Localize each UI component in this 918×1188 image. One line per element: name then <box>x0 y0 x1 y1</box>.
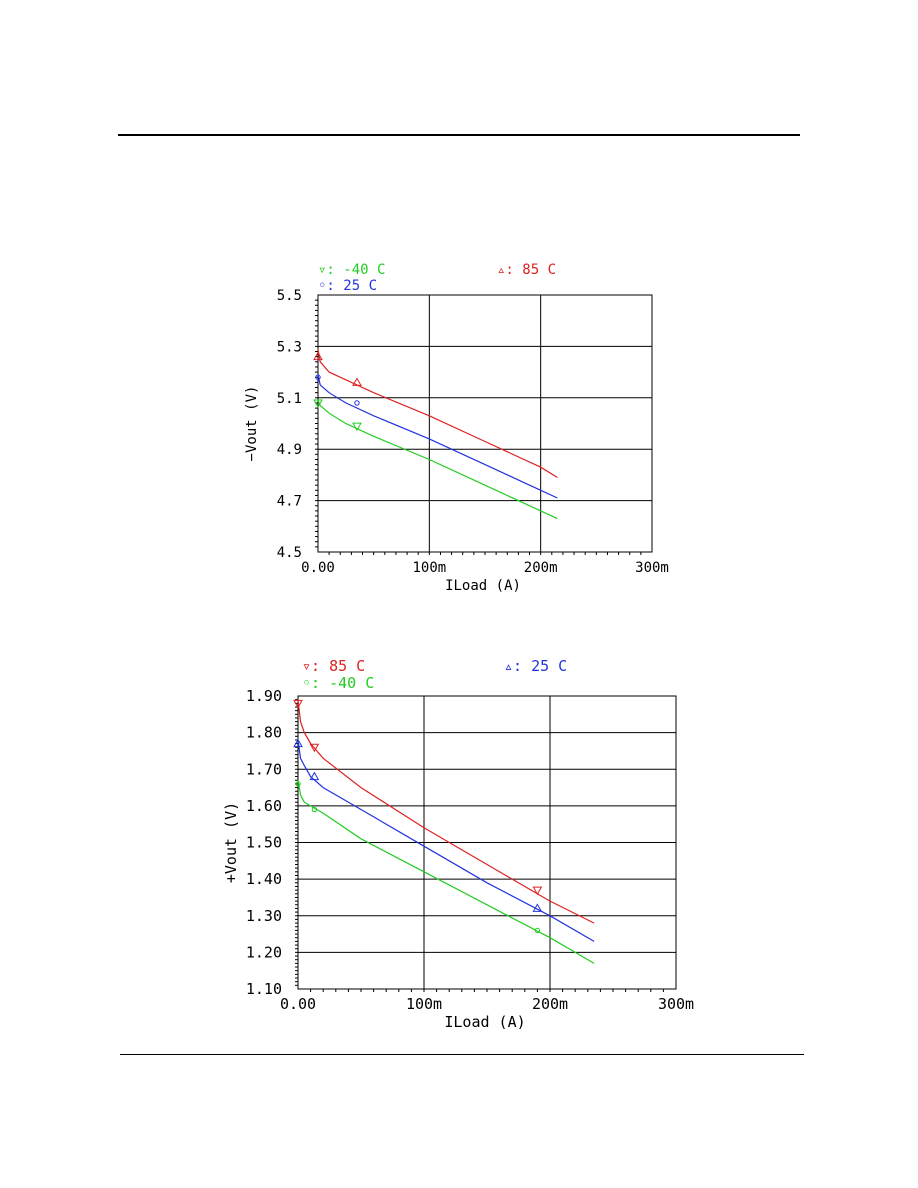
x-tick-label: 200m <box>524 560 558 576</box>
x-tick-label: 300m <box>635 560 669 576</box>
y-tick-label: 4.5 <box>277 545 302 561</box>
y-tick-label: 5.5 <box>277 288 302 304</box>
data-point-marker <box>295 781 301 787</box>
data-point-marker <box>352 422 362 432</box>
negative-vout-chart: 4.5 4.7 4.9 5.1 5.3 5.5 0.00 100m 200m 300m ILoad … <box>244 262 669 594</box>
y-tick-label: 1.40 <box>246 870 282 888</box>
data-point-marker <box>532 886 543 896</box>
y-tick-label: 5.3 <box>277 339 302 355</box>
data-point-marker <box>309 771 320 781</box>
legend-entry: ▵: 25 C <box>504 657 567 675</box>
legend-entry: ▿: -40 C <box>318 262 385 278</box>
data-point-marker <box>532 903 543 912</box>
y-tick-label: 4.7 <box>277 494 302 510</box>
y-tick-label: 1.50 <box>246 834 282 852</box>
y-tick-label: 5.1 <box>277 391 302 407</box>
legend-entry: ▵: 85 C <box>497 262 556 278</box>
y-tick-label: 1.80 <box>246 724 282 742</box>
series-line <box>317 400 558 520</box>
x-tick-label: 0.00 <box>301 560 335 576</box>
y-tick-label: 4.9 <box>277 442 302 458</box>
series-line <box>317 374 558 499</box>
x-axis-title: ILoad (A) <box>444 1013 525 1031</box>
y-tick-label: 1.20 <box>246 943 282 961</box>
y-axis-title: +Vout (V) <box>222 802 240 883</box>
data-point-marker <box>315 374 321 380</box>
legend-entry: ▿: 85 C <box>302 657 365 675</box>
series-line <box>297 699 595 924</box>
data-point-marker <box>534 927 541 934</box>
y-tick-label: 1.10 <box>246 980 282 998</box>
data-point-marker <box>309 743 320 753</box>
series-line <box>297 739 595 942</box>
series-line <box>317 348 558 479</box>
bottom-rule <box>120 1054 804 1055</box>
top-rule <box>118 134 800 136</box>
data-point-marker <box>293 738 303 748</box>
series-line <box>297 780 595 964</box>
y-tick-label: 1.30 <box>246 907 282 925</box>
data-point-marker <box>293 699 303 709</box>
data-point-marker <box>313 351 323 361</box>
y-tick-label: 1.90 <box>246 687 282 705</box>
legend-entry: ◦: -40 C <box>302 674 374 692</box>
data-point-marker <box>354 400 360 406</box>
y-axis-title: −Vout (V) <box>244 386 260 462</box>
x-axis-title: ILoad (A) <box>445 578 521 594</box>
legend-entry: ◦: 25 C <box>318 278 377 294</box>
x-tick-label: 200m <box>532 995 568 1013</box>
x-tick-label: 100m <box>406 995 442 1013</box>
positive-vout-chart: 1.10 1.20 1.30 1.40 1.50 1.60 1.70 1.80 1.90 0.00… <box>222 657 694 1031</box>
x-tick-label: 100m <box>412 560 446 576</box>
plot-frame <box>317 294 653 553</box>
data-point-marker <box>311 806 318 813</box>
data-point-marker <box>352 377 362 386</box>
y-tick-label: 1.70 <box>246 760 282 778</box>
data-point-marker <box>313 399 323 408</box>
y-tick-label: 1.60 <box>246 797 282 815</box>
x-tick-label: 0.00 <box>280 995 316 1013</box>
x-tick-label: 300m <box>658 995 694 1013</box>
